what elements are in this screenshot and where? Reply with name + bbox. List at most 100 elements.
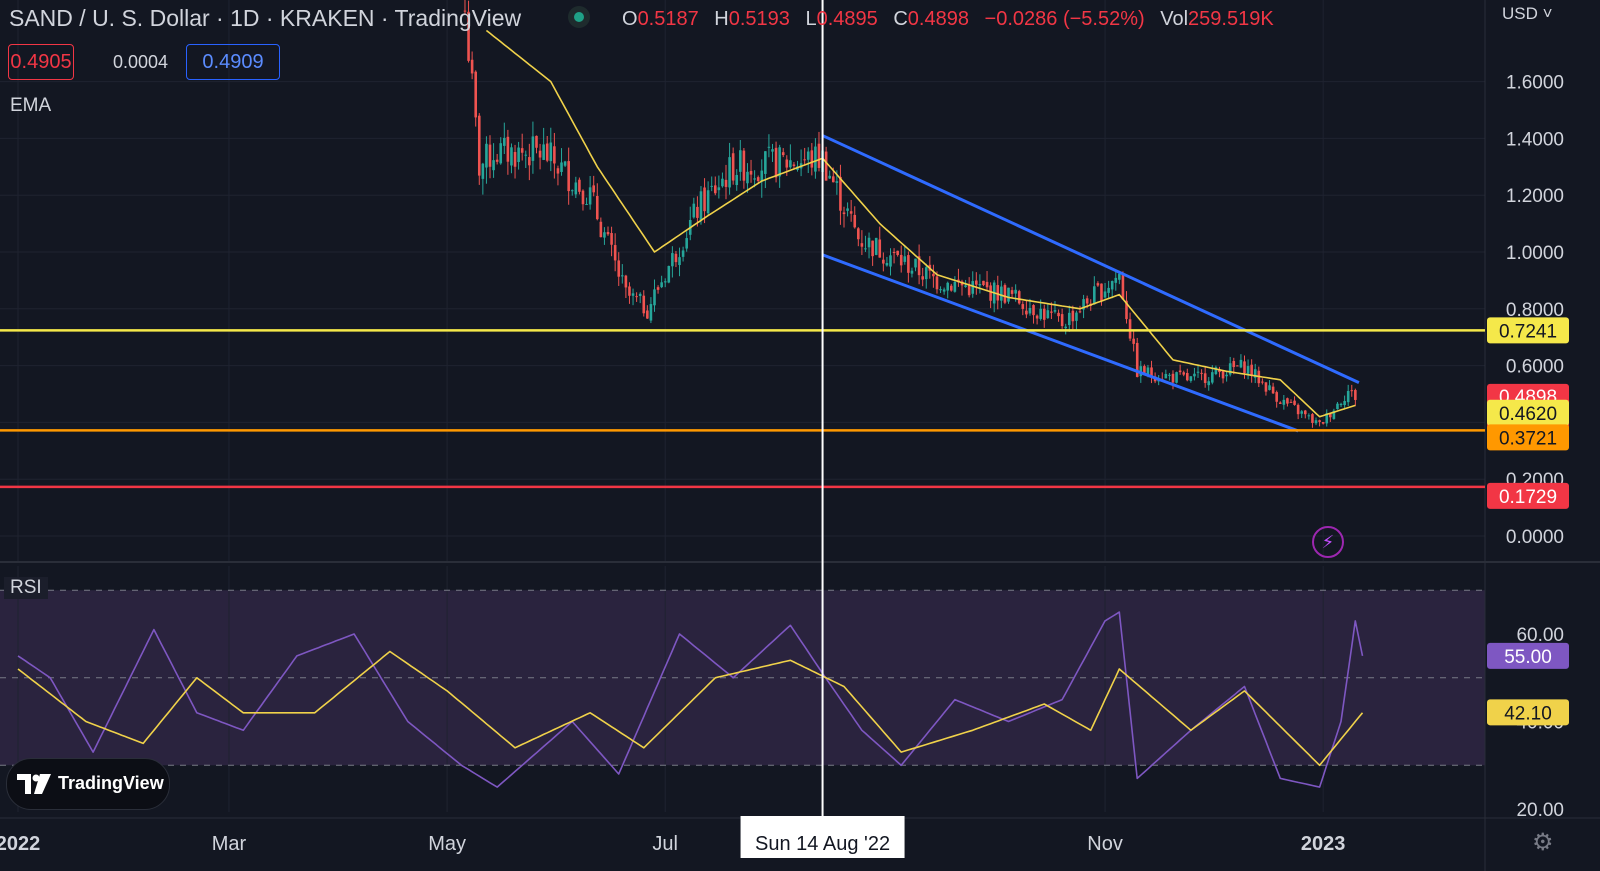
candle-body [1350,390,1354,392]
candle-body [1114,277,1118,283]
candle-body [613,245,617,261]
candle-body [939,289,942,291]
candle-body [481,163,485,179]
time-tick-label: May [428,833,466,855]
candle-body [860,243,864,247]
candle-body [681,250,685,257]
rsi-indicator-label[interactable]: RSI [4,577,48,599]
ema-indicator-label[interactable]: EMA [10,95,52,116]
tradingview-logo[interactable]: TradingView [6,758,170,810]
candle-body [1218,369,1221,373]
tradingview-logo-text: TradingView [58,773,164,793]
candle-body [495,159,499,162]
candle-body [1164,373,1168,379]
candle-body [1268,385,1271,391]
lightning-icon[interactable]: ⚡ [1312,526,1344,558]
candle-body [864,248,867,250]
candle-body [474,71,478,118]
tradingview-logo-icon [17,774,51,794]
price-tick-label: 1.2000 [1506,186,1564,207]
market-status-dot [574,12,584,22]
ohlc-legend: O0.5187 H0.5193 L0.4895 C0.4898 −0.0286 … [622,8,1274,30]
level-tag-orange-bg [1487,424,1569,451]
candle-body [1171,373,1175,383]
candle-body [831,176,835,183]
candle-body [678,257,681,266]
candle-body [949,285,953,291]
candle-body [556,168,560,174]
candle-body [932,273,935,277]
candle-body [642,295,646,314]
candle-body [1239,359,1243,368]
candle-body [846,208,849,211]
candle-body [892,251,896,253]
candle-body [1132,338,1135,344]
candle-body [1289,401,1293,403]
candle-body [1053,310,1057,312]
candle-body [599,221,603,238]
candle-body [549,142,553,162]
candle-body [803,159,806,161]
candle-body [1168,374,1171,376]
candle-body [1264,382,1268,392]
candle-body [1307,415,1311,417]
candle-body [910,270,914,274]
candle-body [835,181,839,183]
candle-body [663,281,667,283]
level-tag-red-bg [1487,482,1569,509]
candle-body [610,233,613,245]
candle-body [917,256,921,276]
candle-body [638,293,642,297]
candle-body [739,150,742,172]
candle-body [978,284,982,286]
candle-body [735,174,739,186]
candle-body [785,159,789,168]
candle-body [485,143,488,168]
candle-body [742,150,746,181]
candle-body [1300,411,1304,414]
symbol-title[interactable]: SAND / U. S. Dollar · 1D · KRAKEN · Trad… [9,5,522,31]
candle-body [771,149,774,152]
candle-body [1057,312,1060,317]
sell-price-button[interactable]: 0.4905 [8,44,74,80]
candle-body [1225,374,1228,377]
candle-body [1175,372,1178,383]
candle-body [545,143,549,161]
candle-body [1253,369,1257,378]
candle-body [971,281,975,294]
candle-body [1332,410,1336,419]
candle-body [839,176,842,211]
candle-body [1303,410,1307,415]
candle-body [1107,287,1110,293]
candle-body [1067,312,1071,326]
currency-selector[interactable]: USD ˅ [1502,4,1553,23]
candle-body [1346,390,1350,403]
candle-body [1325,413,1329,424]
candle-body [1039,308,1042,319]
buy-price-button[interactable]: 0.4909 [186,44,280,80]
candle-body [724,179,728,187]
rsi-ma-line [17,650,1364,767]
candle-body [467,11,470,61]
candle-body [1203,373,1207,383]
candle-body [542,144,545,160]
candle-body [878,239,882,258]
candle-body [710,185,714,187]
candle-body [649,304,653,321]
channel-upper-line [821,134,1360,385]
candle-body [563,161,567,166]
candle-body [907,255,910,273]
candle-body [1189,376,1193,381]
candle-body [1318,420,1321,422]
candle-body [538,150,542,158]
crosshair-date-label: Sun 14 Aug '22 [755,833,890,855]
candle-body [806,151,810,160]
candle-body [717,187,721,191]
candle-body [1032,305,1035,316]
price-tick-label: 0.0000 [1506,527,1564,548]
candle-body [1275,392,1278,402]
candle-body [1261,381,1264,383]
candle-body [1336,403,1339,410]
gear-icon[interactable]: ⚙ [1532,829,1554,856]
